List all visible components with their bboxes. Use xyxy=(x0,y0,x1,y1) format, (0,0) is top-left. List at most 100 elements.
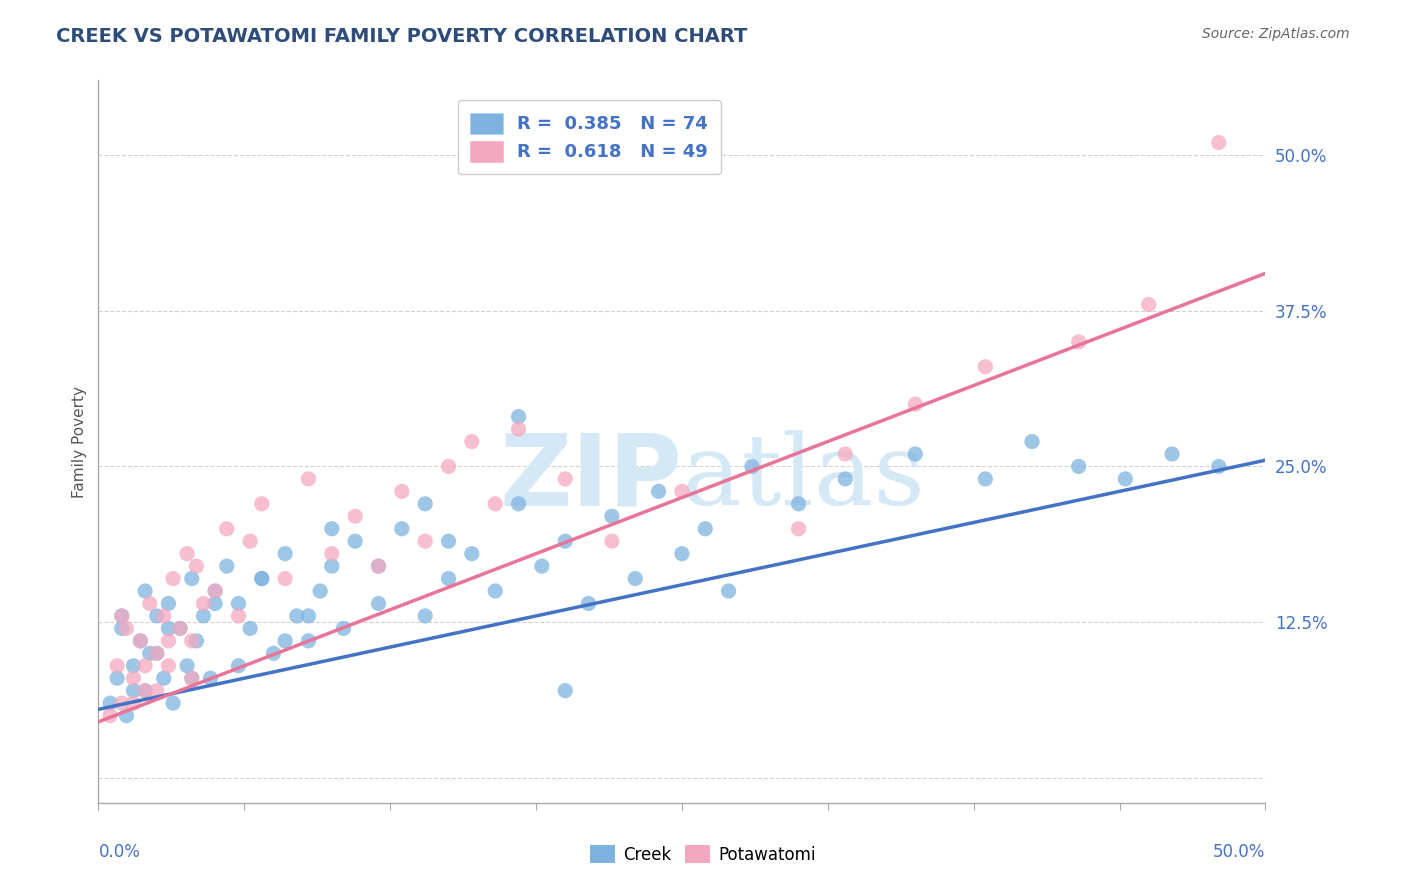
Point xyxy=(554,534,576,549)
Point xyxy=(204,584,226,599)
Point xyxy=(274,572,297,586)
Point xyxy=(309,584,332,599)
Point xyxy=(321,522,343,536)
Point xyxy=(671,484,693,499)
Point xyxy=(1021,434,1043,449)
Point xyxy=(146,646,169,660)
Point xyxy=(228,658,250,673)
Point xyxy=(122,696,145,710)
Point xyxy=(98,696,121,710)
Point xyxy=(228,609,250,624)
Point xyxy=(111,621,134,635)
Point xyxy=(186,559,208,574)
Point xyxy=(554,472,576,486)
Point xyxy=(297,609,319,624)
Point xyxy=(111,696,134,710)
Point xyxy=(180,671,202,685)
Point xyxy=(239,621,262,635)
Point xyxy=(671,547,693,561)
Point xyxy=(157,658,180,673)
Point xyxy=(162,572,184,586)
Point xyxy=(1114,472,1136,486)
Point xyxy=(1067,459,1090,474)
Point xyxy=(297,472,319,486)
Point xyxy=(413,609,436,624)
Point xyxy=(146,683,169,698)
Point xyxy=(250,572,273,586)
Text: atlas: atlas xyxy=(682,430,925,525)
Point xyxy=(1208,136,1230,150)
Point xyxy=(834,447,856,461)
Point xyxy=(974,472,997,486)
Point xyxy=(111,609,134,624)
Point xyxy=(134,658,156,673)
Point xyxy=(508,422,530,436)
Point xyxy=(193,597,215,611)
Point xyxy=(250,497,273,511)
Point xyxy=(1208,459,1230,474)
Point xyxy=(180,671,202,685)
Point xyxy=(647,484,669,499)
Point xyxy=(344,534,367,549)
Point xyxy=(437,534,460,549)
Point xyxy=(578,597,600,611)
Point xyxy=(162,696,184,710)
Point xyxy=(741,459,763,474)
Point xyxy=(152,609,174,624)
Point xyxy=(461,434,484,449)
Point xyxy=(974,359,997,374)
Point xyxy=(115,621,138,635)
Point xyxy=(437,572,460,586)
Point xyxy=(180,633,202,648)
Point xyxy=(391,484,413,499)
Point xyxy=(134,683,156,698)
Point xyxy=(250,572,273,586)
Point xyxy=(239,534,262,549)
Legend: Creek, Potawatomi: Creek, Potawatomi xyxy=(583,838,823,871)
Point xyxy=(122,658,145,673)
Point xyxy=(180,572,202,586)
Point xyxy=(530,559,553,574)
Point xyxy=(321,547,343,561)
Point xyxy=(129,633,152,648)
Point xyxy=(904,397,927,411)
Point xyxy=(321,559,343,574)
Point xyxy=(367,559,389,574)
Y-axis label: Family Poverty: Family Poverty xyxy=(72,385,87,498)
Point xyxy=(262,646,284,660)
Point xyxy=(600,509,623,524)
Text: ZIP: ZIP xyxy=(499,429,682,526)
Point xyxy=(332,621,354,635)
Point xyxy=(508,409,530,424)
Point xyxy=(484,497,506,511)
Point xyxy=(904,447,927,461)
Point xyxy=(787,522,810,536)
Point xyxy=(391,522,413,536)
Text: 0.0%: 0.0% xyxy=(98,843,141,861)
Point xyxy=(105,658,128,673)
Point xyxy=(624,572,647,586)
Point xyxy=(484,584,506,599)
Point xyxy=(228,597,250,611)
Point xyxy=(122,683,145,698)
Point xyxy=(134,683,156,698)
Point xyxy=(169,621,191,635)
Point xyxy=(285,609,308,624)
Point xyxy=(139,646,162,660)
Point xyxy=(717,584,740,599)
Text: Source: ZipAtlas.com: Source: ZipAtlas.com xyxy=(1202,27,1350,41)
Point xyxy=(274,547,297,561)
Point xyxy=(129,633,152,648)
Point xyxy=(204,584,226,599)
Point xyxy=(413,497,436,511)
Point xyxy=(146,609,169,624)
Point xyxy=(115,708,138,723)
Point xyxy=(122,671,145,685)
Point xyxy=(1067,334,1090,349)
Point xyxy=(215,559,238,574)
Point xyxy=(200,671,222,685)
Point xyxy=(367,597,389,611)
Text: CREEK VS POTAWATOMI FAMILY POVERTY CORRELATION CHART: CREEK VS POTAWATOMI FAMILY POVERTY CORRE… xyxy=(56,27,748,45)
Point xyxy=(413,534,436,549)
Legend: R =  0.385   N = 74, R =  0.618   N = 49: R = 0.385 N = 74, R = 0.618 N = 49 xyxy=(457,100,720,174)
